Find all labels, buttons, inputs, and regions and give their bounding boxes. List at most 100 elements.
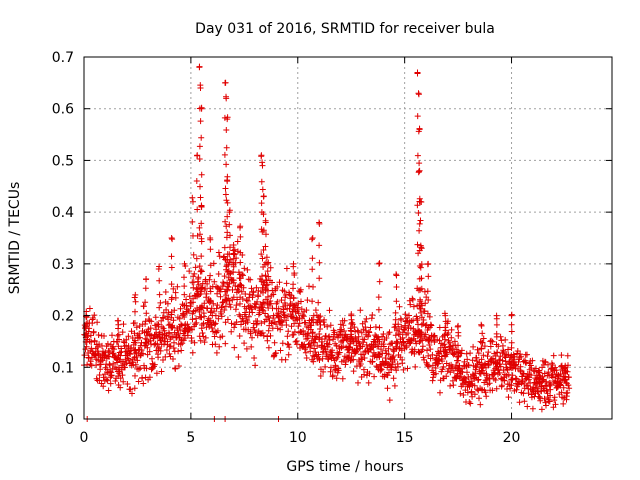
data-point <box>449 363 456 370</box>
data-point <box>375 306 382 313</box>
data-point <box>493 341 500 348</box>
data-point <box>140 303 147 310</box>
data-point <box>509 372 516 379</box>
data-point <box>204 280 211 287</box>
data-point <box>278 297 285 304</box>
data-point <box>494 349 501 356</box>
data-point <box>409 295 416 302</box>
data-point <box>148 318 155 325</box>
data-point <box>206 276 213 283</box>
data-point <box>101 333 107 339</box>
data-point <box>302 344 309 351</box>
data-point <box>529 357 536 364</box>
data-point <box>465 362 472 368</box>
data-point <box>314 343 321 349</box>
data-point <box>476 395 482 402</box>
data-point <box>309 266 316 273</box>
data-point <box>194 206 201 213</box>
data-point <box>131 294 138 301</box>
data-point <box>168 294 175 301</box>
data-point <box>183 296 190 303</box>
data-point <box>230 242 237 248</box>
data-point <box>165 316 172 323</box>
data-point <box>412 363 419 370</box>
data-point <box>309 329 316 336</box>
data-point <box>181 291 188 298</box>
data-point <box>237 249 244 256</box>
data-point <box>106 353 113 360</box>
data-point <box>391 382 398 389</box>
data-point <box>310 319 317 326</box>
data-point <box>224 178 231 185</box>
data-point <box>480 352 487 359</box>
data-point <box>222 218 229 225</box>
data-point <box>329 372 336 379</box>
data-point <box>214 327 221 334</box>
data-point <box>221 273 228 280</box>
data-point <box>268 319 275 326</box>
data-point <box>132 291 139 298</box>
data-point <box>375 294 382 301</box>
data-point <box>86 305 93 312</box>
data-point <box>515 381 522 388</box>
data-point <box>376 353 383 360</box>
data-point <box>372 324 379 330</box>
data-point <box>250 288 256 295</box>
data-point <box>201 300 208 307</box>
data-point <box>146 374 153 381</box>
data-point <box>127 386 134 393</box>
data-point <box>132 308 138 315</box>
data-point <box>419 337 426 344</box>
data-point <box>424 362 431 369</box>
data-point <box>223 197 230 204</box>
data-point <box>259 162 266 169</box>
data-point <box>239 315 246 322</box>
data-point <box>104 340 111 347</box>
data-point <box>547 392 554 399</box>
data-point <box>236 282 243 289</box>
data-point <box>226 271 233 278</box>
data-point <box>427 346 434 353</box>
data-point <box>223 127 230 133</box>
data-point <box>376 278 383 285</box>
data-point <box>245 276 252 283</box>
data-point <box>260 332 267 339</box>
data-point <box>222 185 229 192</box>
data-point <box>392 332 399 339</box>
data-point <box>231 344 238 351</box>
data-point <box>237 233 244 240</box>
data-point <box>290 306 297 313</box>
data-point <box>174 283 181 290</box>
data-point <box>303 355 310 361</box>
data-point <box>92 351 99 358</box>
data-point <box>167 343 174 350</box>
data-point <box>264 287 271 294</box>
data-point <box>223 223 230 230</box>
data-point <box>223 292 230 299</box>
data-point <box>372 339 379 346</box>
data-point <box>190 251 197 258</box>
data-point <box>549 374 556 381</box>
data-point <box>181 274 187 281</box>
data-point <box>463 350 470 357</box>
data-point <box>249 334 255 341</box>
data-point <box>155 331 162 338</box>
data-point <box>315 299 322 306</box>
data-point <box>414 315 421 322</box>
y-tick-label: 0.7 <box>52 50 74 66</box>
data-point <box>489 338 496 345</box>
data-point <box>223 234 230 241</box>
data-point <box>455 357 462 364</box>
data-point <box>267 332 274 339</box>
data-point <box>162 353 169 360</box>
data-point <box>262 310 269 317</box>
data-point <box>201 313 208 320</box>
data-point <box>552 401 559 408</box>
data-point <box>406 312 412 319</box>
data-point <box>290 281 297 288</box>
data-point <box>537 397 544 404</box>
data-point <box>316 259 323 266</box>
data-point <box>492 353 499 359</box>
data-point <box>513 386 520 393</box>
data-point <box>253 284 260 291</box>
